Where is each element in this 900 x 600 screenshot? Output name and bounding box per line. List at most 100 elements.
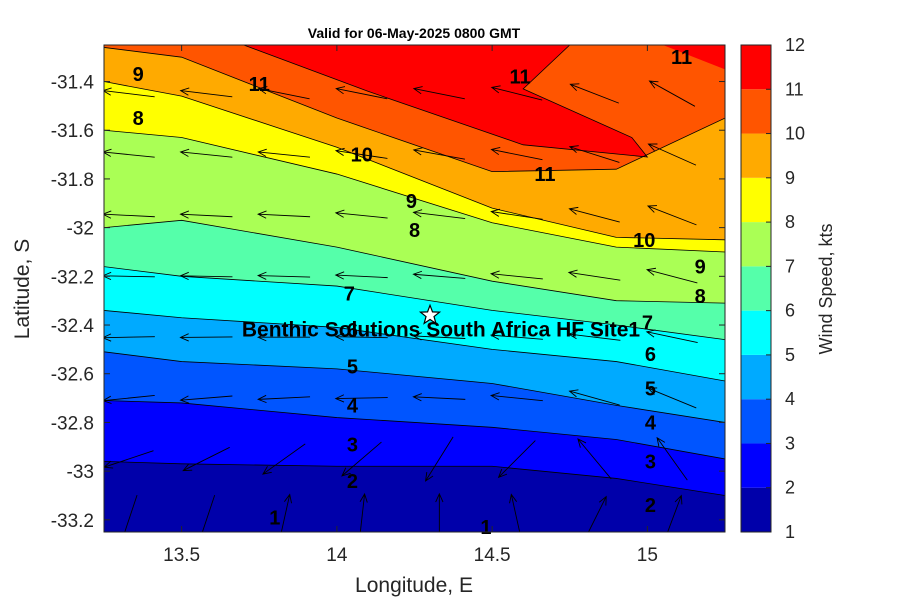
wind-vector xyxy=(335,86,388,100)
contour-line-4 xyxy=(104,351,725,423)
y-tick-label: -32 xyxy=(67,219,94,240)
contour-band-11-corner xyxy=(662,45,725,70)
wind-vector xyxy=(124,495,138,532)
contour-line-9 xyxy=(104,81,725,241)
x-tick-label: 14 xyxy=(326,545,348,566)
site-star-marker xyxy=(418,303,442,325)
contour-line-3 xyxy=(104,400,725,460)
contour-label: 10 xyxy=(633,230,655,252)
wind-vector xyxy=(179,87,233,98)
contour-label: 8 xyxy=(695,286,706,308)
y-tick-label: -31.4 xyxy=(51,73,95,94)
contour-label: 7 xyxy=(642,313,653,335)
wind-vector xyxy=(201,495,216,532)
colorbar-segment xyxy=(741,310,771,355)
contour-label: 9 xyxy=(406,191,417,213)
wind-vector xyxy=(489,270,543,280)
wind-vector xyxy=(179,210,233,219)
wind-vector xyxy=(568,389,620,406)
wind-vector xyxy=(104,271,155,281)
contour-label: 8 xyxy=(409,220,420,242)
contour-label: 5 xyxy=(645,378,656,400)
colorbar-tick-label: 12 xyxy=(785,35,805,55)
wind-vector xyxy=(257,148,311,158)
contour-label: 4 xyxy=(645,412,657,434)
contour-label: 6 xyxy=(645,344,656,366)
contour-line-5 xyxy=(104,310,725,382)
colorbar-segment xyxy=(741,443,771,488)
colorbar-segment xyxy=(741,266,771,311)
wind-vector xyxy=(179,333,233,342)
y-tick-label: -31.6 xyxy=(51,121,94,142)
y-tick-label: -31.8 xyxy=(51,170,94,191)
wind-vector xyxy=(489,331,543,340)
wind-vector xyxy=(104,210,155,219)
wind-vector xyxy=(257,394,311,404)
wind-vector xyxy=(412,147,466,160)
wind-vector xyxy=(646,205,697,226)
wind-vector xyxy=(412,332,466,341)
contour-label: 6 xyxy=(347,320,358,342)
contour-label: 1 xyxy=(480,517,491,539)
wind-vector xyxy=(257,210,311,219)
y-tick-label: -33.2 xyxy=(51,511,94,532)
wind-vector xyxy=(647,387,697,409)
wind-vector xyxy=(577,438,612,480)
wind-vector xyxy=(424,436,454,482)
colorbar-segment xyxy=(741,399,771,444)
wind-vector xyxy=(257,86,310,100)
y-tick-label: -33 xyxy=(67,462,94,483)
wind-vector xyxy=(334,394,388,403)
wind-vector xyxy=(334,271,388,280)
wind-vector xyxy=(359,492,368,532)
wind-vector xyxy=(645,329,698,343)
wind-vector xyxy=(567,269,621,281)
y-tick-label: -32.6 xyxy=(51,365,94,386)
contour-line-2 xyxy=(104,460,725,496)
colorbar-tick-label: 4 xyxy=(785,389,795,409)
colorbar-segment xyxy=(741,222,771,267)
contour-label: 5 xyxy=(347,356,358,378)
colorbar-tick-label: 7 xyxy=(785,256,795,276)
contour-label: 11 xyxy=(509,67,530,89)
y-tick-label: -32.2 xyxy=(51,267,94,288)
wind-vector xyxy=(412,270,466,279)
wind-vector xyxy=(509,493,521,532)
contour-label: 9 xyxy=(133,64,144,86)
contour-label: 2 xyxy=(347,471,358,493)
colorbar-segment xyxy=(741,354,771,400)
wind-vector xyxy=(490,85,543,101)
colorbar-segment xyxy=(741,89,771,134)
wind-vector xyxy=(656,436,688,481)
contour-label: 1 xyxy=(269,507,280,529)
wind-vector xyxy=(490,147,543,161)
wind-vector xyxy=(569,83,619,104)
contour-lines xyxy=(104,45,725,496)
contour-label: 3 xyxy=(347,434,358,456)
wind-vector xyxy=(280,493,292,532)
colorbar-segment xyxy=(741,45,771,90)
wind-vector xyxy=(104,333,155,342)
x-tick-label: 15 xyxy=(637,545,658,566)
wind-vector xyxy=(256,333,311,342)
colorbar-tick-label: 9 xyxy=(785,168,795,188)
contour-label: 11 xyxy=(249,74,270,96)
wind-vector xyxy=(567,331,621,341)
y-tick-label: -32.8 xyxy=(51,413,94,434)
wind-vector xyxy=(182,446,230,472)
contour-line-10 xyxy=(104,47,725,173)
colorbar-tick-label: 1 xyxy=(785,522,795,542)
wind-vector xyxy=(667,494,683,532)
wind-vector xyxy=(490,208,543,220)
contour-label: 11 xyxy=(671,47,692,69)
contour-band-11 xyxy=(243,45,648,158)
x-tick-label: 14.5 xyxy=(474,545,511,566)
colorbar-frame xyxy=(740,44,772,533)
colorbar-segment xyxy=(741,177,771,223)
colorbar-segment xyxy=(741,133,771,178)
wind-vector xyxy=(497,440,536,479)
wind-vector xyxy=(104,87,155,98)
wind-vector xyxy=(262,443,306,475)
